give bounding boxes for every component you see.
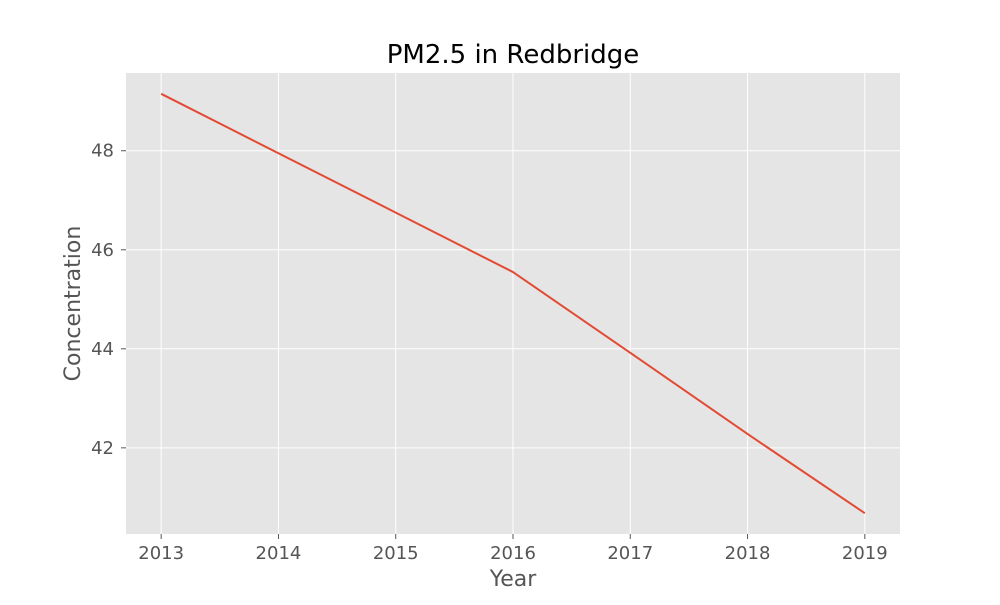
x-axis-label: Year (489, 567, 538, 592)
y-axis-label: Concentration (61, 226, 86, 382)
x-tick-label: 2015 (373, 543, 419, 564)
y-tick-label: 48 (91, 141, 114, 162)
x-tick-label: 2014 (256, 543, 302, 564)
y-tick-label: 46 (91, 240, 114, 261)
x-tick-label: 2018 (725, 543, 771, 564)
x-tick-label: 2016 (490, 543, 536, 564)
series-line (160, 92, 866, 515)
chart-title: PM2.5 in Redbridge (387, 40, 640, 70)
x-tick-label: 2013 (138, 543, 184, 564)
x-tick-label: 2019 (842, 543, 888, 564)
axis-ticks: 2013 2014 2015 2016 2017 2018 2019 42 44 46 48 (91, 141, 888, 564)
grid (126, 73, 900, 534)
x-tick-label: 2017 (607, 543, 653, 564)
y-tick-label: 42 (91, 438, 114, 459)
y-tick-label: 44 (91, 339, 114, 360)
series-layer (160, 92, 866, 515)
